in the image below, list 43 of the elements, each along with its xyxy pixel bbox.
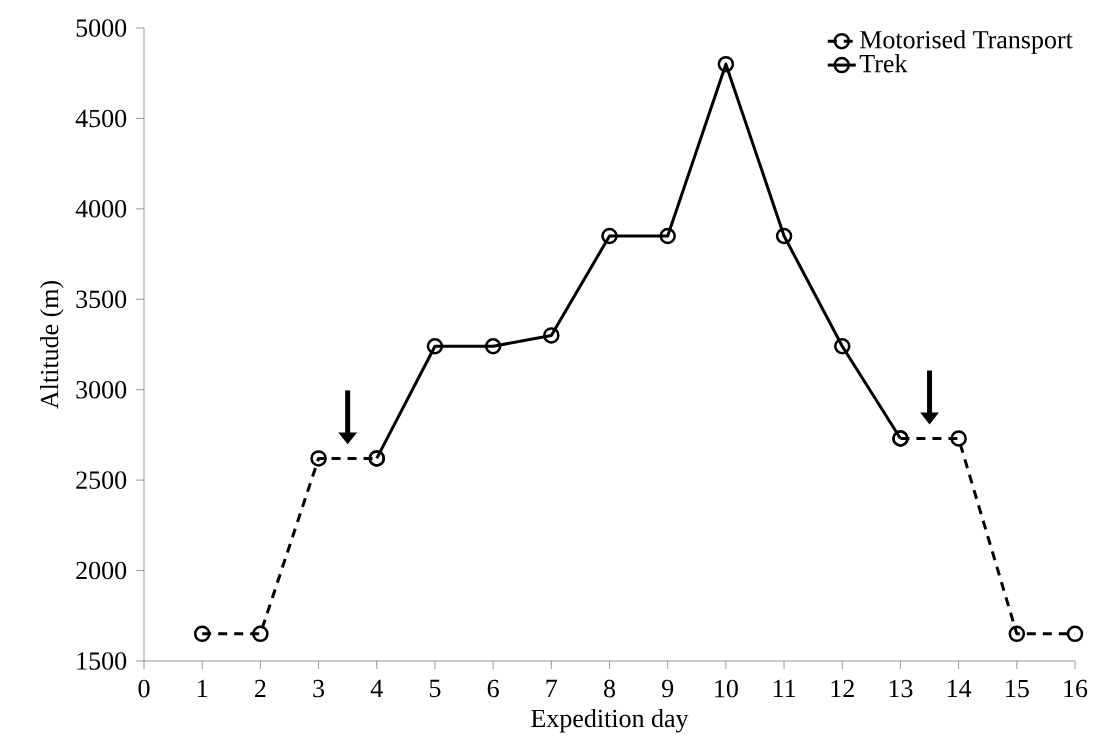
legend-label: Trek xyxy=(859,54,908,73)
x-tick-label: 8 xyxy=(603,679,616,698)
y-tick-label: 3000 xyxy=(76,380,127,399)
legend-label: Motorised Transport xyxy=(860,30,1073,54)
x-tick-label: 16 xyxy=(1064,679,1088,698)
point xyxy=(1066,625,1084,643)
x-tick-label: 9 xyxy=(662,679,674,698)
point xyxy=(659,227,676,245)
point xyxy=(1008,625,1026,643)
x-axis-title: Expedition day xyxy=(531,708,689,733)
point xyxy=(834,338,851,355)
y-tick-label: 4000 xyxy=(75,200,127,218)
x-tick-label: 5 xyxy=(429,679,441,698)
point xyxy=(950,430,967,447)
y-tick-label: 1500 xyxy=(77,652,127,670)
x-tick-label: 13 xyxy=(889,679,913,698)
y-axis-title: Altitude (m) xyxy=(40,281,64,409)
y-tick-label: 4500 xyxy=(75,109,127,128)
x-tick-label: 10 xyxy=(715,679,738,698)
y-tick-label: 3500 xyxy=(76,290,127,309)
point xyxy=(717,55,735,73)
x-tick-label: 12 xyxy=(831,679,854,698)
x-tick-label: 14 xyxy=(947,679,972,698)
x-tick-label: 6 xyxy=(487,679,499,698)
point xyxy=(426,338,444,355)
point xyxy=(543,327,560,344)
x-tick-label: 15 xyxy=(1006,679,1029,698)
x-tick-label: 11 xyxy=(773,679,796,698)
point xyxy=(310,450,327,467)
x-tick-label: 0 xyxy=(138,679,150,698)
y-tick-label: 2500 xyxy=(76,471,127,489)
point xyxy=(775,227,793,245)
point xyxy=(601,227,618,245)
point xyxy=(193,625,211,643)
point xyxy=(252,625,269,643)
x-tick-label: 4 xyxy=(370,679,383,697)
point xyxy=(484,338,502,355)
x-tick-label: 2 xyxy=(255,679,266,698)
x-tick-label: 3 xyxy=(313,679,325,698)
x-tick-label: 7 xyxy=(546,679,558,697)
y-tick-label: 5000 xyxy=(76,19,127,37)
x-tick-label: 1 xyxy=(197,679,208,698)
y-tick-label: 2000 xyxy=(76,561,127,580)
